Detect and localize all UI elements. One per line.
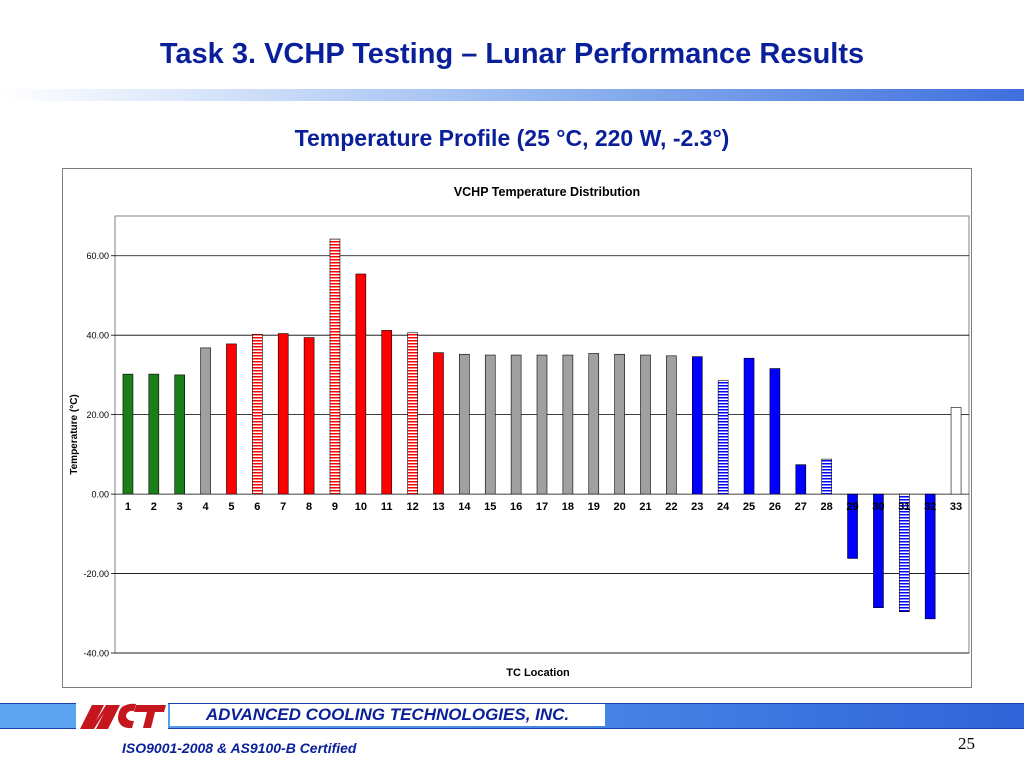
bar-tc-27: [795, 464, 807, 495]
x-tick-label: 19: [588, 501, 600, 513]
x-tick-label: 16: [510, 501, 522, 513]
bar-tc-21: [640, 354, 651, 495]
page-number: 25: [958, 734, 975, 753]
x-tick-label: 24: [717, 501, 730, 513]
chart-title: VCHP Temperature Distribution: [454, 185, 640, 199]
bar-tc-2: [148, 373, 160, 495]
x-tick-label: 9: [332, 501, 338, 513]
x-tick-label: 27: [795, 501, 807, 513]
bar-tc-23: [691, 356, 703, 495]
y-axis-label: Temperature (°C): [69, 394, 80, 475]
y-tick-label: 60.00: [86, 251, 109, 261]
x-tick-label: 7: [280, 501, 286, 513]
y-tick-label: 40.00: [86, 331, 109, 341]
bar-tc-16: [510, 354, 522, 495]
bar-tc-31: [899, 493, 910, 612]
x-tick-label: 28: [821, 501, 833, 513]
bar-tc-1: [122, 373, 134, 495]
slide-subtitle: Temperature Profile (25 °C, 220 W, -2.3°…: [294, 125, 730, 151]
bar-tc-22: [666, 355, 677, 495]
x-tick-label: 15: [484, 501, 496, 513]
bar-tc-9: [329, 238, 341, 495]
bar-chart: VCHP Temperature Distribution Temperatur…: [69, 185, 970, 679]
x-tick-label: 33: [950, 501, 962, 513]
x-tick-label: 14: [458, 501, 471, 513]
company-name-box: ADVANCED COOLING TECHNOLOGIES, INC.: [170, 704, 605, 726]
bar-tc-25: [743, 357, 755, 495]
title-underline-bar: [0, 89, 1024, 101]
bar-tc-8: [303, 337, 315, 495]
x-tick-label: 1: [125, 501, 131, 513]
x-tick-label: 4: [203, 501, 210, 513]
bar-tc-13: [433, 352, 444, 495]
y-tick-label: -20.00: [83, 569, 109, 579]
x-tick-label: 20: [614, 501, 626, 513]
x-tick-label: 12: [406, 501, 418, 513]
bar-tc-18: [562, 354, 574, 495]
y-tick-label: 20.00: [86, 410, 109, 420]
bar-tc-19: [588, 353, 600, 495]
x-axis-label: TC Location: [506, 667, 570, 679]
bar-tc-20: [614, 353, 625, 495]
x-tick-label: 22: [665, 501, 677, 513]
bar-tc-26: [769, 368, 781, 495]
x-tick-label: 11: [381, 501, 393, 513]
bar-tc-32: [924, 493, 936, 620]
x-tick-label: 29: [846, 501, 858, 513]
bar-tc-24: [717, 380, 729, 495]
y-tick-label: -40.00: [83, 649, 109, 659]
act-logo: [76, 699, 168, 733]
bar-tc-17: [536, 354, 548, 495]
x-tick-label: 18: [562, 501, 574, 513]
slide-title: Task 3. VCHP Testing – Lunar Performance…: [159, 38, 865, 70]
bar-tc-4: [200, 347, 211, 495]
bar-tc-28: [821, 458, 832, 495]
bar-tc-3: [174, 374, 185, 495]
bar-tc-5: [226, 343, 237, 495]
y-tick-label: 0.00: [91, 490, 109, 500]
x-tick-label: 17: [536, 501, 548, 513]
x-tick-label: 32: [924, 501, 936, 513]
bar-tc-33: [950, 407, 962, 495]
certification-text: ISO9001-2008 & AS9100-B Certified: [122, 740, 357, 756]
bar-tc-30: [873, 493, 884, 609]
x-tick-label: 13: [432, 501, 444, 513]
x-tick-label: 25: [743, 501, 755, 513]
x-tick-label: 21: [639, 501, 651, 513]
bar-tc-7: [277, 333, 289, 495]
bar-tc-29: [847, 493, 858, 559]
x-tick-label: 6: [254, 501, 260, 513]
x-tick-label: 23: [691, 501, 703, 513]
chart-frame: VCHP Temperature Distribution Temperatur…: [62, 168, 972, 688]
bar-tc-6: [252, 334, 263, 495]
x-tick-label: 2: [151, 501, 157, 513]
x-tick-label: 30: [872, 501, 884, 513]
bar-tc-11: [381, 330, 393, 495]
bar-tc-15: [484, 354, 496, 495]
x-tick-label: 3: [177, 501, 183, 513]
x-tick-label: 10: [355, 501, 367, 513]
company-name: ADVANCED COOLING TECHNOLOGIES, INC.: [205, 705, 570, 724]
bar-tc-12: [407, 332, 418, 495]
x-tick-label: 8: [306, 501, 312, 513]
x-tick-label: 5: [228, 501, 234, 513]
bar-tc-10: [355, 273, 367, 495]
x-tick-label: 26: [769, 501, 781, 513]
x-tick-label: 31: [898, 501, 910, 513]
bar-tc-14: [459, 353, 470, 495]
